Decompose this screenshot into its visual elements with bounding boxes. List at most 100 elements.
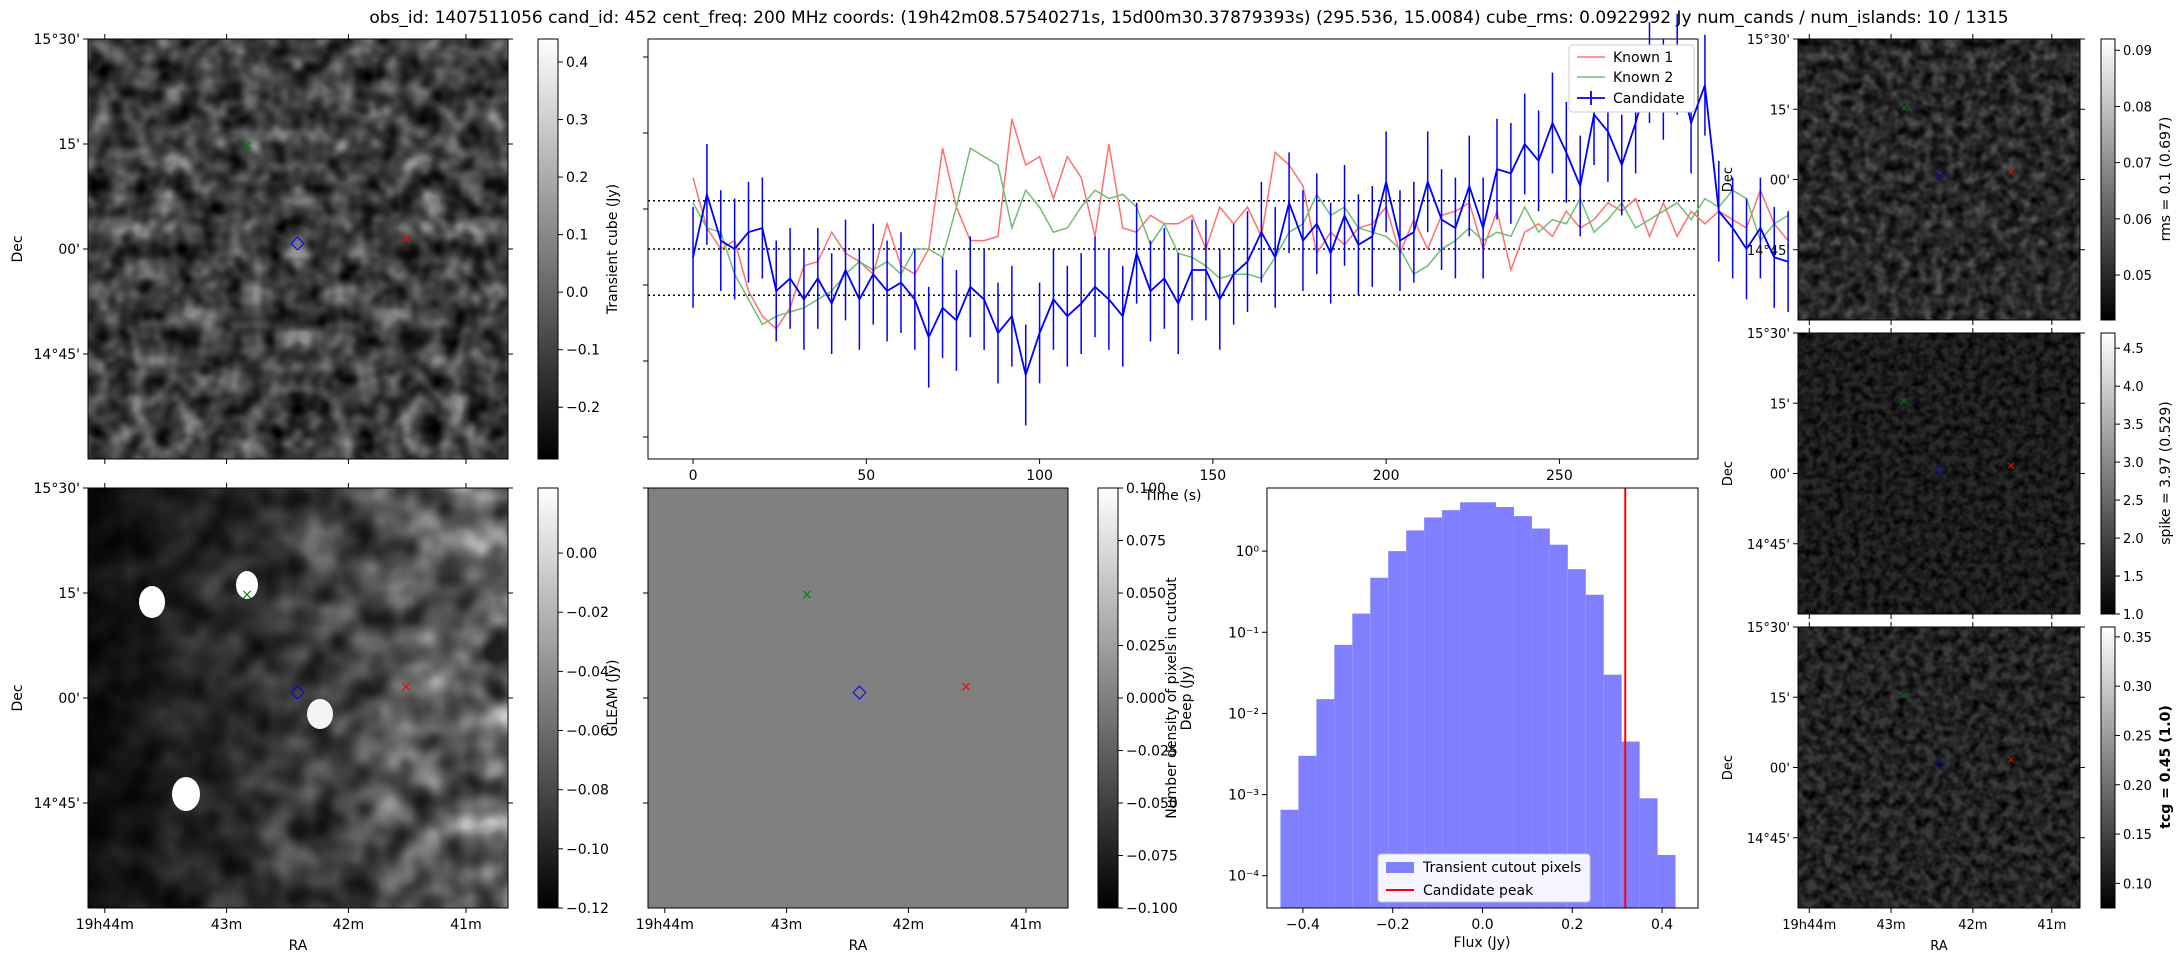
figure-title: obs_id: 1407511056 cand_id: 452 cent_fre…	[369, 8, 2008, 28]
rms-colorbar: 0.09 0.08 0.07 0.06 0.05 rms = 0.1 (0.697)	[2100, 38, 2174, 321]
dec-tick-label: 15°30'	[1747, 33, 1790, 48]
spike-colorbar-label: spike = 3.97 (0.529)	[2158, 401, 2174, 545]
transient-colorbar-label: Transient cube (Jy)	[605, 184, 621, 315]
series-known-2	[692, 147, 1789, 326]
colorbar-tick-label: −0.100	[1126, 901, 1178, 917]
colorbar-tick-label: 0.08	[2123, 100, 2152, 115]
histogram-bar	[1388, 551, 1407, 908]
colorbar-tick-label: −0.050	[1126, 796, 1178, 812]
colorbar-tick-label: 0.06	[2123, 213, 2152, 228]
red-cross-marker: ×	[960, 679, 972, 695]
histogram-bar	[1478, 502, 1496, 908]
transient-colorbar: 0.4 0.3 0.2 0.1 0.0 −0.1 −0.2 Transient cube (…	[537, 38, 621, 460]
transient-image-panel: × ×	[87, 38, 509, 460]
colorbar-tick-label: 0.30	[2123, 680, 2152, 695]
lightcurve-legend: Known 1 Known 2 Candidate	[1568, 44, 1695, 113]
ra-axis-label: RA	[1930, 939, 1948, 954]
ra-tick-label: 41m	[2037, 918, 2066, 933]
histogram-bar	[1316, 699, 1335, 908]
histogram-bar	[1531, 528, 1550, 908]
histogram-xlabel: Flux (Jy)	[1454, 935, 1511, 951]
histogram-bar	[1639, 798, 1658, 908]
ra-axis-label: RA	[289, 938, 308, 954]
rms-image-panel: × ×	[1797, 38, 2081, 321]
red-cross-marker: ×	[400, 679, 412, 695]
green-cross-marker: ×	[1899, 689, 1908, 702]
dec-axis-label: Dec	[1721, 755, 1736, 780]
dec-tick-label: 15'	[1770, 103, 1790, 118]
histogram-bar	[1280, 809, 1299, 908]
colorbar-tick-label: 0.15	[2123, 828, 2152, 843]
dec-tick-label: 00'	[1770, 174, 1790, 189]
legend-known-2: Known 2	[1613, 70, 1673, 86]
colorbar-tick-label: 0.075	[1126, 534, 1166, 550]
colorbar-tick-label: −0.04	[566, 664, 609, 680]
colorbar-tick-label: −0.02	[566, 605, 609, 621]
dec-axis-label: Dec	[1721, 461, 1736, 486]
colorbar-tick-label: 0.3	[566, 113, 588, 129]
gleam-colorbar: 0.00 −0.02 −0.04 −0.06 −0.08 −0.10 −0.12 GLEAM…	[537, 487, 621, 917]
gleam-markers: × ×	[241, 587, 412, 700]
histogram-bar	[1657, 854, 1676, 908]
dec-tick-label: 15°30'	[34, 32, 80, 48]
histogram-bar	[1406, 530, 1425, 908]
x-tick-label: 0.4	[1651, 917, 1673, 933]
dec-tick-label: 14°45'	[1747, 538, 1790, 553]
ra-tick-label: 19h44m	[636, 917, 694, 933]
histogram-panel: −0.4 −0.2 0.0 0.2 0.4 10⁰ 10⁻¹ 10⁻² 10⁻³ 10⁻⁴ Fl…	[1164, 487, 1699, 951]
candidate-diamond-marker	[290, 685, 305, 700]
candidate-diamond-marker	[1933, 757, 1946, 770]
colorbar-tick-label: 4.5	[2123, 342, 2144, 357]
ra-tick-label: 42m	[893, 917, 924, 933]
colorbar-tick-label: 0.100	[1126, 481, 1166, 497]
ra-tick-label: 43m	[1876, 918, 1905, 933]
histogram-bar	[1370, 577, 1389, 908]
y-tick-label: 10⁻¹	[1228, 625, 1259, 641]
spike-colorbar: 4.5 4.0 3.5 3.0 2.5 2.0 1.5 1.0 spike = 3.97 (0…	[2100, 332, 2174, 623]
dec-tick-label: 15°30'	[34, 481, 80, 497]
lightcurve-xlabel: Time (s)	[1144, 488, 1202, 504]
histogram-bar	[1585, 594, 1604, 908]
rms-image	[1798, 39, 2080, 320]
dec-tick-label: 15'	[58, 586, 80, 602]
histogram-bar	[1513, 516, 1532, 908]
dec-axis-label: Dec	[10, 684, 26, 711]
histogram-bars	[1280, 502, 1676, 908]
colorbar-tick-label: −0.075	[1126, 849, 1178, 865]
y-tick-label: 10⁻²	[1228, 706, 1259, 722]
gleam-image	[88, 488, 508, 908]
colorbar-tick-label: −0.025	[1126, 744, 1178, 760]
ra-tick-label: 41m	[1010, 917, 1041, 933]
dec-tick-label: 15'	[58, 137, 80, 153]
colorbar-tick-label: 0.00	[566, 546, 597, 562]
ra-tick-label: 19h44m	[1782, 918, 1836, 933]
histogram-bar	[1424, 517, 1443, 908]
x-tick-label: 0.2	[1561, 917, 1583, 933]
x-tick-label: −0.4	[1286, 917, 1320, 933]
dec-tick-label: 00'	[1770, 468, 1790, 483]
colorbar-tick-label: −0.12	[566, 901, 609, 917]
green-cross-marker: ×	[1899, 395, 1908, 408]
colorbar-tick-label: 4.0	[2123, 380, 2144, 395]
colorbar-tick-label: 3.5	[2123, 418, 2144, 433]
spike-image-panel: × ×	[1797, 332, 2081, 615]
dec-tick-label: 14°45'	[34, 347, 80, 363]
dec-tick-label: 00'	[58, 691, 80, 707]
x-tick-label: 0.0	[1471, 917, 1493, 933]
histogram-bar	[1334, 644, 1353, 908]
gleam-image-panel: × ×	[87, 487, 509, 909]
series-candidate	[692, 61, 1789, 379]
histogram-bar	[1352, 613, 1371, 908]
colorbar-tick-label: −0.06	[566, 724, 609, 740]
dec-tick-label: 15°30'	[1747, 621, 1790, 636]
red-cross-marker: ×	[400, 231, 412, 247]
colorbar-tick-label: 3.0	[2123, 456, 2144, 471]
candidate-diamond-marker	[290, 236, 305, 251]
colorbar-tick-label: 2.0	[2123, 532, 2144, 547]
x-tick-label: −0.2	[1376, 917, 1410, 933]
x-tick-label: 50	[857, 468, 875, 484]
colorbar-tick-label: 0.1	[566, 228, 588, 244]
colorbar-tick-label: 2.5	[2123, 494, 2144, 509]
ra-tick-label: 43m	[211, 917, 242, 933]
